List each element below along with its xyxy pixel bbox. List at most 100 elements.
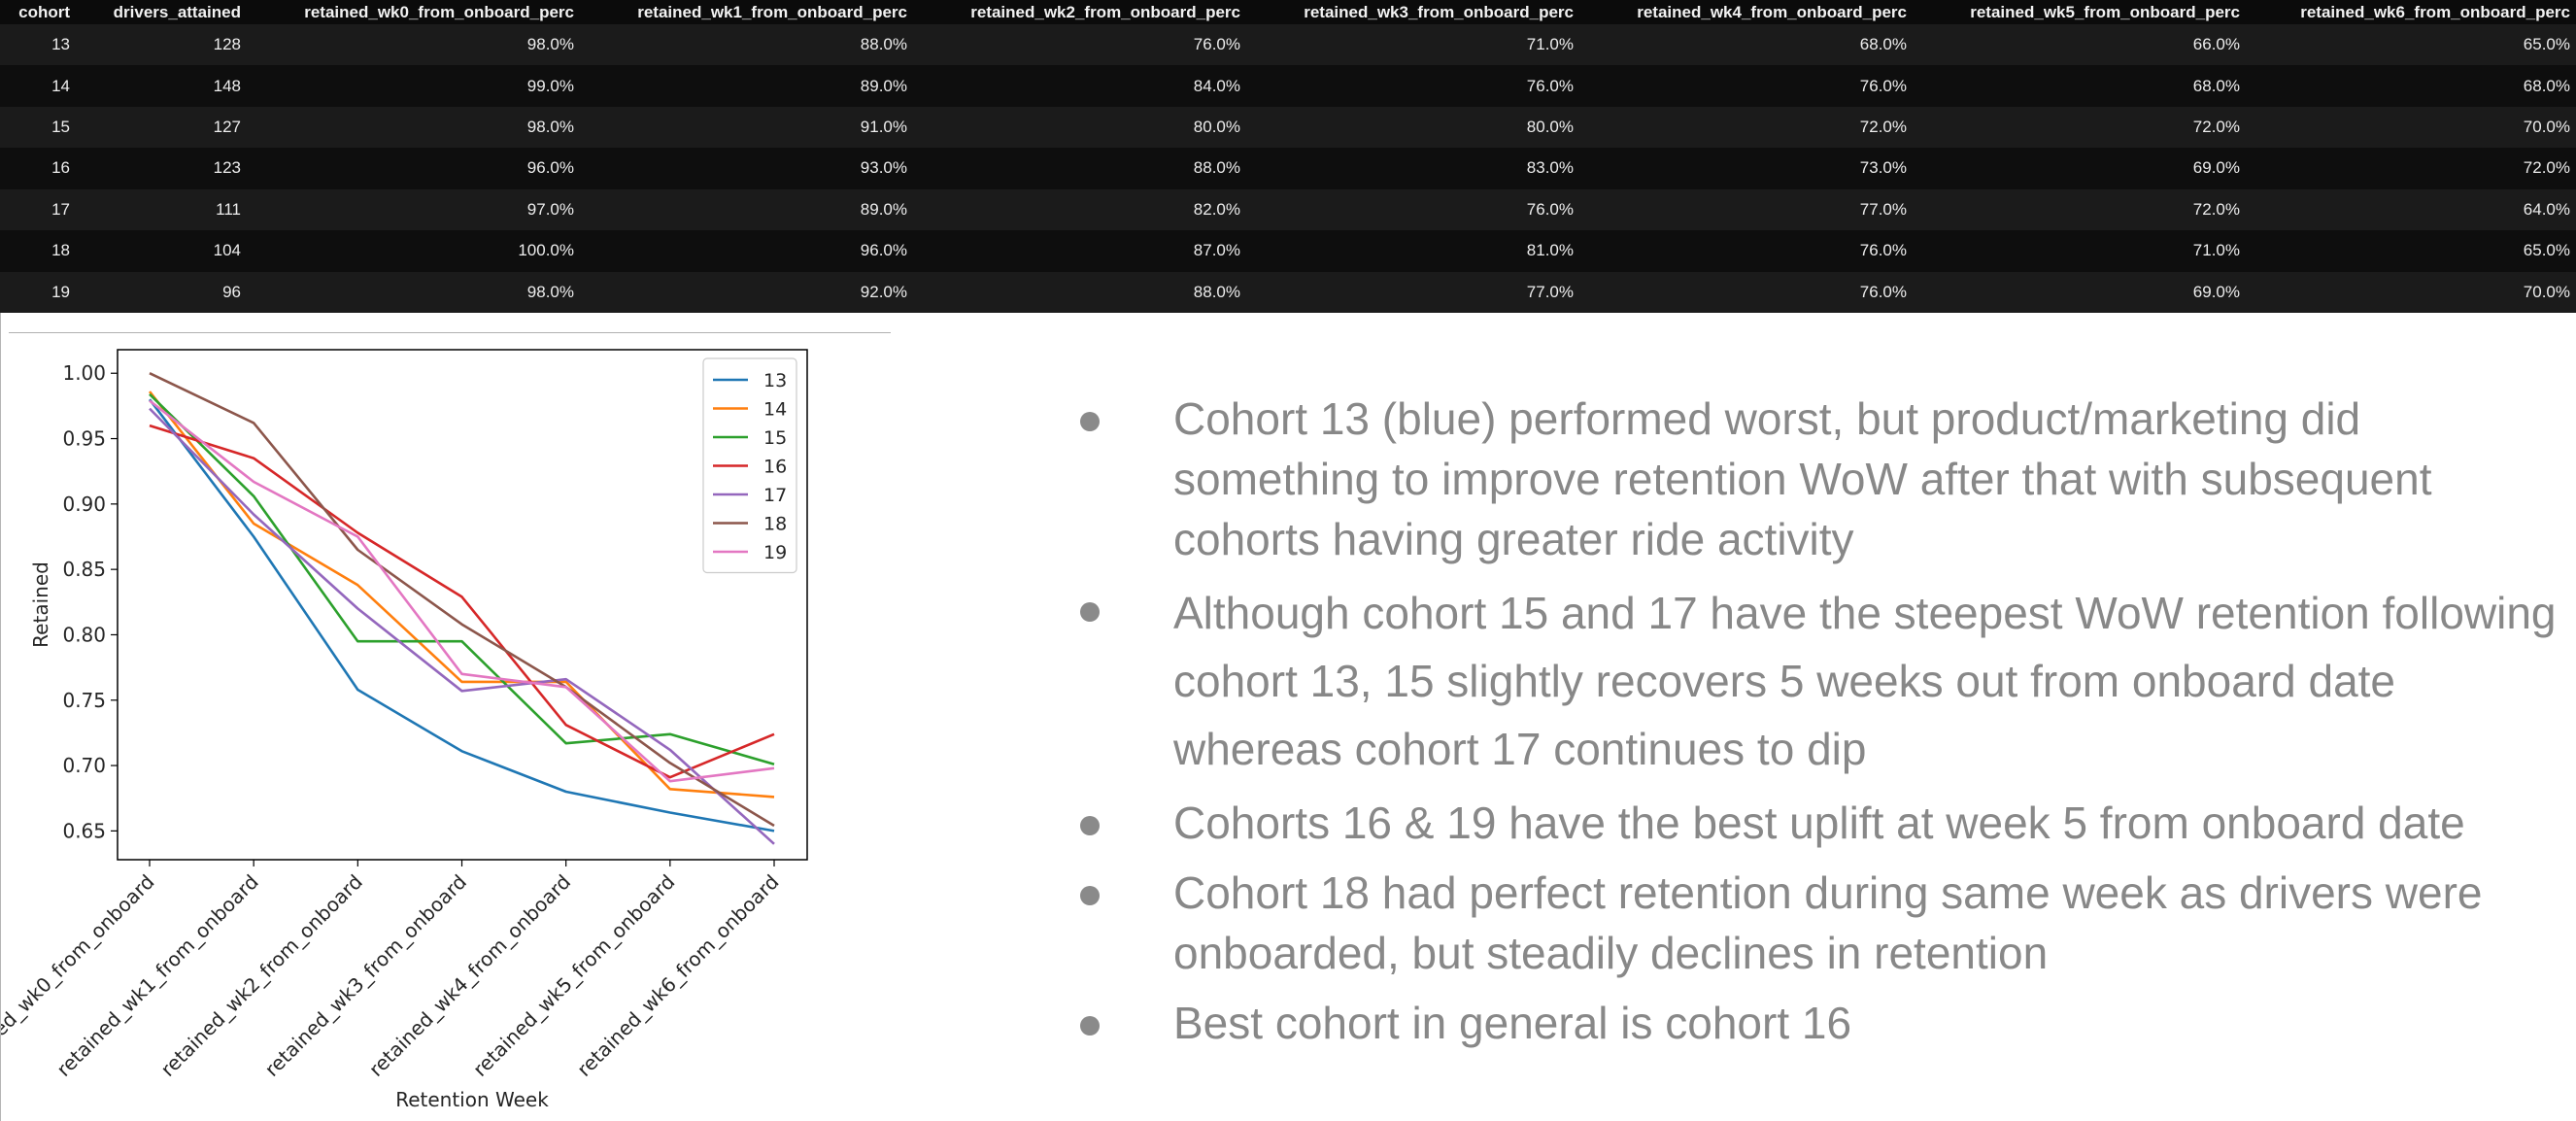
series-line-13 xyxy=(148,398,775,832)
table-cell: 73.0% xyxy=(1579,148,1913,189)
x-tick-label: retained_wk6_from_onboard xyxy=(572,870,783,1081)
table-row: 14 148 99.0% 89.0% 84.0% 76.0% 76.0% 68.0% 68.0% xyxy=(0,65,2576,107)
table-cell: 88.0% xyxy=(913,271,1246,313)
column-header: retained_wk6_from_onboard_perc xyxy=(2246,0,2576,24)
series-line-14 xyxy=(148,391,775,798)
table-cell: 80.0% xyxy=(1246,106,1579,149)
table-cell: 98.0% xyxy=(247,106,580,149)
series-line-16 xyxy=(149,424,775,779)
table-cell: 16 xyxy=(0,148,76,189)
table-cell: 111 xyxy=(76,188,247,231)
y-tick-label: 0.65 xyxy=(62,819,106,842)
x-tick-label: retained_wk4_from_onboard xyxy=(364,870,575,1081)
retention-chart: 0.65 0.70 0.75 0.80 0.85 0.90 0.95 1.00 retained… xyxy=(0,313,972,1121)
table-cell: 69.0% xyxy=(1913,271,2246,313)
table-cell: 15 xyxy=(0,106,76,149)
table-row: 16 123 96.0% 93.0% 88.0% 83.0% 73.0% 69.0% 72.0% xyxy=(0,148,2576,189)
table-cell: 98.0% xyxy=(247,271,580,313)
table-cell: 72.0% xyxy=(2246,148,2576,189)
y-tick-label: 1.00 xyxy=(62,361,106,385)
table-cell: 91.0% xyxy=(580,106,913,149)
table-cell: 128 xyxy=(76,24,247,66)
table-cell: 100.0% xyxy=(247,230,580,272)
table-row: 15 127 98.0% 91.0% 80.0% 80.0% 72.0% 72.0% 70.0% xyxy=(0,106,2576,149)
insights-list: Cohort 13 (blue) performed worst, but pr… xyxy=(1068,389,2564,1063)
table-cell: 65.0% xyxy=(2246,24,2576,66)
y-tick-label: 0.85 xyxy=(62,558,106,581)
bullet-icon xyxy=(1080,412,1100,431)
legend-label: 13 xyxy=(763,370,787,391)
y-tick-label: 0.70 xyxy=(62,754,106,777)
table-row: 17 111 97.0% 89.0% 82.0% 76.0% 77.0% 72.0% 64.0% xyxy=(0,188,2576,231)
table-cell: 72.0% xyxy=(1913,106,2246,149)
x-tick-label: retained_wk5_from_onboard xyxy=(468,870,679,1081)
chart-top-divider xyxy=(9,332,891,333)
legend-label: 17 xyxy=(763,485,787,506)
insight-item: Cohort 13 (blue) performed worst, but pr… xyxy=(1068,389,2564,569)
bullet-icon xyxy=(1080,602,1100,622)
table-cell: 14 xyxy=(0,65,76,107)
legend-box xyxy=(702,357,797,574)
legend-label: 14 xyxy=(763,399,787,421)
table-cell: 96.0% xyxy=(247,148,580,189)
column-header: retained_wk5_from_onboard_perc xyxy=(1913,0,2246,24)
table-cell: 96.0% xyxy=(580,230,913,272)
chart-svg: 0.65 0.70 0.75 0.80 0.85 0.90 0.95 1.00 retained… xyxy=(1,349,808,1111)
table-cell: 13 xyxy=(0,24,76,66)
plot-frame xyxy=(117,349,808,861)
y-tick-label: 0.90 xyxy=(62,493,106,516)
bullet-icon xyxy=(1080,1016,1100,1036)
column-header: cohort xyxy=(0,0,76,24)
cohort-retention-table: cohort drivers_attained retained_wk0_from_… xyxy=(0,0,2576,313)
series-line-15 xyxy=(149,392,775,765)
column-header: retained_wk1_from_onboard_perc xyxy=(580,0,913,24)
table-cell: 84.0% xyxy=(913,65,1246,107)
table-cell: 77.0% xyxy=(1579,188,1913,231)
column-header: retained_wk2_from_onboard_perc xyxy=(913,0,1246,24)
table-cell: 81.0% xyxy=(1246,230,1579,272)
y-tick-label: 0.75 xyxy=(62,689,106,712)
table-cell: 89.0% xyxy=(580,188,913,231)
legend-label: 18 xyxy=(763,514,787,535)
legend-label: 16 xyxy=(763,457,787,478)
table-cell: 98.0% xyxy=(247,24,580,66)
table-cell: 69.0% xyxy=(1913,148,2246,189)
table-cell: 76.0% xyxy=(1579,271,1913,313)
bullet-icon xyxy=(1080,886,1100,905)
insight-text: Cohort 18 had perfect retention during s… xyxy=(1173,867,2483,978)
insight-text: Cohorts 16 & 19 have the best uplift at … xyxy=(1173,798,2465,848)
table-cell: 97.0% xyxy=(247,188,580,231)
insight-item: Cohorts 16 & 19 have the best uplift at … xyxy=(1068,793,2564,853)
table-cell: 68.0% xyxy=(1913,65,2246,107)
legend-label: 19 xyxy=(763,542,787,563)
table-header-row: cohort drivers_attained retained_wk0_from_… xyxy=(0,0,2576,24)
table-cell: 68.0% xyxy=(2246,65,2576,107)
table-cell: 123 xyxy=(76,148,247,189)
table-cell: 18 xyxy=(0,230,76,272)
table-cell: 72.0% xyxy=(1913,188,2246,231)
table-cell: 70.0% xyxy=(2246,271,2576,313)
table-cell: 77.0% xyxy=(1246,271,1579,313)
table-cell: 92.0% xyxy=(580,271,913,313)
insight-text: Best cohort in general is cohort 16 xyxy=(1173,998,1852,1048)
insight-text: Although cohort 15 and 17 have the steep… xyxy=(1173,588,2557,774)
y-tick-label: 0.95 xyxy=(62,427,106,451)
series-line-18 xyxy=(149,372,775,828)
table-cell: 71.0% xyxy=(1913,230,2246,272)
table-cell: 104 xyxy=(76,230,247,272)
table-cell: 99.0% xyxy=(247,65,580,107)
table-cell: 76.0% xyxy=(913,24,1246,66)
x-tick-label: retained_wk3_from_onboard xyxy=(260,870,471,1081)
table-row: 13 128 98.0% 88.0% 76.0% 71.0% 68.0% 66.0% 65.0% xyxy=(0,24,2576,66)
table-row: 18 104 100.0% 96.0% 87.0% 81.0% 76.0% 71.0% 65.0… xyxy=(0,230,2576,272)
table-cell: 87.0% xyxy=(913,230,1246,272)
table-cell: 127 xyxy=(76,106,247,149)
table-cell: 89.0% xyxy=(580,65,913,107)
column-header: retained_wk4_from_onboard_perc xyxy=(1579,0,1913,24)
y-axis-title: Retained xyxy=(29,561,52,648)
table-cell: 96 xyxy=(76,271,247,313)
column-header: drivers_attained xyxy=(76,0,247,24)
legend-label: 15 xyxy=(763,427,787,449)
table-cell: 148 xyxy=(76,65,247,107)
table-cell: 76.0% xyxy=(1246,188,1579,231)
